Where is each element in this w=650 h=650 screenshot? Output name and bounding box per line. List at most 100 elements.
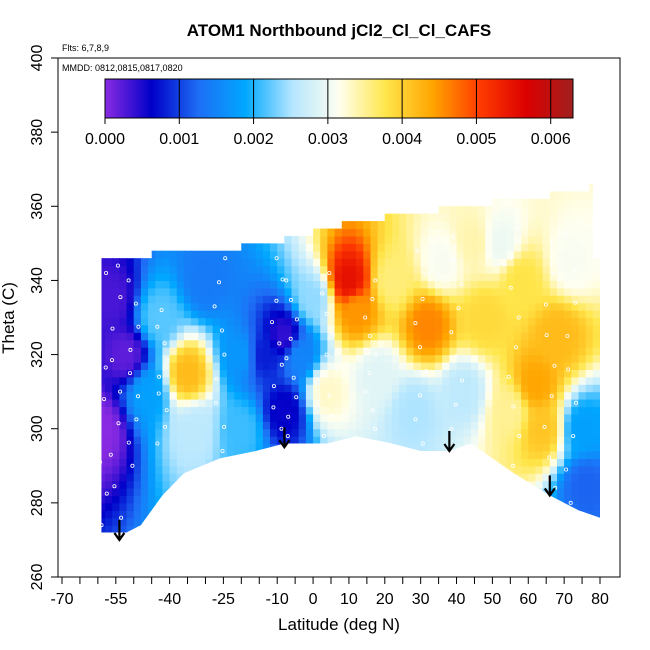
heatmap-cell	[241, 191, 250, 200]
heatmap-cell	[183, 273, 192, 281]
heatmap-cell	[478, 184, 486, 185]
sample-circle	[220, 448, 225, 453]
heatmap-cell	[470, 354, 479, 363]
heatmap-cell	[600, 436, 608, 444]
heatmap-cell	[506, 221, 515, 230]
heatmap-cell	[155, 250, 164, 259]
heatmap-cell	[284, 428, 293, 437]
heatmap-cell	[305, 184, 314, 185]
heatmap-cell	[126, 302, 135, 311]
heatmap-cell	[219, 413, 228, 422]
heatmap-cell	[198, 228, 207, 237]
heatmap-cell	[557, 362, 565, 370]
heatmap-cell	[284, 465, 293, 474]
heatmap-cell	[513, 184, 522, 185]
heatmap-cell	[298, 376, 307, 385]
heatmap-cell	[585, 517, 594, 526]
heatmap-cell	[212, 287, 221, 296]
heatmap-cell	[592, 413, 600, 422]
heatmap-cell	[435, 376, 443, 385]
heatmap-cell	[126, 243, 135, 252]
heatmap-cell	[119, 362, 128, 370]
heatmap-cell	[578, 265, 587, 274]
heatmap-cell	[348, 184, 357, 185]
heatmap-cell	[356, 406, 364, 415]
heatmap-cell	[148, 287, 156, 296]
heatmap-cell	[470, 480, 479, 489]
heatmap-cell	[83, 265, 92, 274]
heatmap-cell	[148, 517, 156, 526]
heatmap-cell	[105, 310, 113, 319]
sample-circle	[223, 256, 228, 261]
heatmap-cell	[277, 399, 285, 408]
heatmap-cell	[97, 347, 106, 356]
heatmap-cell	[227, 206, 235, 215]
heatmap-cell	[105, 198, 113, 207]
plot-frame	[57, 57, 621, 578]
heatmap-cell	[291, 184, 300, 185]
heatmap-cell	[392, 384, 400, 393]
heatmap-cell	[399, 347, 407, 356]
heatmap-cell	[413, 206, 422, 215]
heatmap-cell	[578, 310, 587, 319]
heatmap-cell	[571, 421, 580, 430]
heatmap-cell	[169, 510, 178, 519]
heatmap-cell	[90, 362, 99, 370]
heatmap-cell	[392, 332, 400, 341]
heatmap-cell	[191, 488, 199, 496]
heatmap-cell	[140, 369, 149, 378]
heatmap-cell	[420, 332, 429, 341]
sample-circle	[417, 393, 422, 398]
sample-circle	[271, 405, 276, 410]
heatmap-cell	[449, 369, 458, 378]
heatmap-cell	[406, 235, 415, 244]
heatmap-cell	[564, 243, 572, 252]
heatmap-cell	[262, 376, 271, 385]
heatmap-cell	[155, 488, 164, 496]
heatmap-cell	[341, 287, 350, 296]
heatmap-cell	[470, 443, 479, 452]
heatmap-cell	[140, 258, 149, 267]
heatmap-cell	[248, 295, 257, 304]
heatmap-cell	[140, 347, 149, 356]
heatmap-cell	[79, 399, 85, 408]
heatmap-cell	[585, 235, 594, 244]
heatmap-cell	[219, 458, 228, 467]
heatmap-cell	[277, 495, 285, 504]
heatmap-cell	[413, 287, 422, 296]
heatmap-cell	[140, 191, 149, 200]
heatmap-cell	[492, 228, 501, 237]
heatmap-cell	[592, 317, 600, 326]
heatmap-cell	[191, 198, 199, 207]
heatmap-cell	[478, 421, 486, 430]
heatmap-cell	[413, 295, 422, 304]
heatmap-cell	[126, 532, 135, 533]
heatmap-cell	[119, 280, 128, 289]
heatmap-cell	[255, 406, 264, 415]
heatmap-cell	[234, 495, 242, 504]
heatmap-cell	[592, 406, 600, 415]
heatmap-cell	[571, 495, 580, 504]
heatmap-cell	[341, 280, 350, 289]
heatmap-cell	[262, 221, 271, 230]
heatmap-cell	[90, 228, 99, 237]
heatmap-cell	[270, 332, 278, 341]
heatmap-cell	[513, 206, 522, 215]
heatmap-cell	[571, 406, 580, 415]
heatmap-cell	[227, 310, 235, 319]
heatmap-cell	[255, 517, 264, 526]
heatmap-cell	[392, 399, 400, 408]
heatmap-cell	[334, 443, 343, 452]
heatmap-cell	[442, 184, 450, 192]
heatmap-cell	[549, 235, 558, 244]
heatmap-cell	[492, 413, 501, 422]
heatmap-cell	[392, 436, 400, 445]
heatmap-cell	[356, 250, 364, 259]
heatmap-cell	[176, 525, 185, 533]
heatmap-cell	[305, 369, 314, 378]
heatmap-cell	[270, 302, 278, 311]
heatmap-cell	[485, 228, 493, 237]
heatmap-cell	[133, 532, 142, 533]
heatmap-cell	[478, 451, 486, 459]
heatmap-cell	[499, 376, 508, 385]
